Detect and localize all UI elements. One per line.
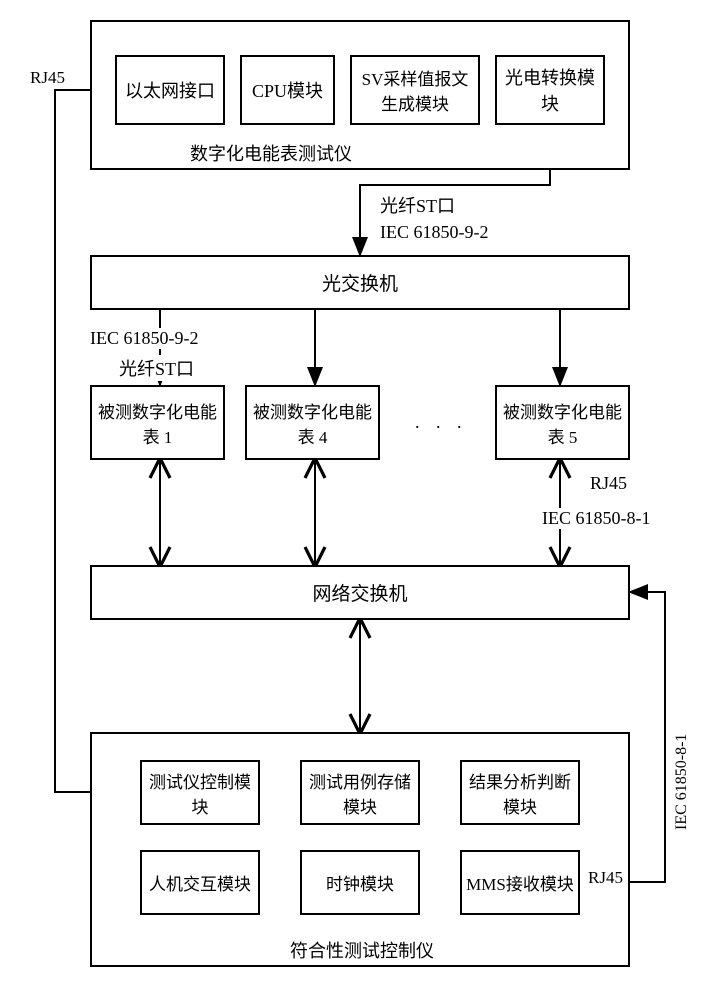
label-rj45-mid: RJ45	[590, 473, 627, 494]
label-rj45-top: RJ45	[30, 68, 65, 88]
box-dut4: 被测数字化电能表 4	[245, 385, 380, 460]
label-iec-9-2-b: IEC 61850-9-2	[88, 328, 200, 349]
box-sv-gen: SV采样值报文生成模块	[350, 55, 480, 125]
label-iec-9-2-a: IEC 61850-9-2	[380, 222, 488, 243]
box-ctrl-mod: 测试仪控制模块	[140, 760, 260, 825]
box-mms-rx: MMS接收模块	[460, 850, 580, 915]
box-opt-switch: 光交换机	[90, 255, 630, 310]
box-oe-conv: 光电转换模块	[495, 55, 605, 125]
label-iec-8-1-a: IEC 61850-8-1	[540, 508, 652, 529]
caption-controller: 符合性测试控制仪	[290, 937, 434, 963]
box-dut1: 被测数字化电能表 1	[90, 385, 225, 460]
diagram-canvas: 数字化电能表测试仪 以太网接口 CPU模块 SV采样值报文生成模块 光电转换模块…	[0, 0, 709, 1000]
label-rj45-bot: RJ45	[588, 868, 623, 888]
caption-tester: 数字化电能表测试仪	[190, 140, 352, 166]
box-cpu: CPU模块	[240, 55, 335, 125]
box-net-switch: 网络交换机	[90, 565, 630, 620]
label-ellipsis: . . .	[415, 412, 468, 433]
box-eth-if: 以太网接口	[115, 55, 225, 125]
box-dut5: 被测数字化电能表 5	[495, 385, 630, 460]
label-fiber-st-1: 光纤ST口	[380, 192, 455, 218]
box-hmi-mod: 人机交互模块	[140, 850, 260, 915]
box-result-mod: 结果分析判断模块	[460, 760, 580, 825]
box-clock-mod: 时钟模块	[300, 850, 420, 915]
label-fiber-st-2: 光纤ST口	[117, 355, 196, 381]
box-case-store: 测试用例存储模块	[300, 760, 420, 825]
label-iec-8-1-b-final: IEC 61850-8-1	[673, 734, 691, 830]
